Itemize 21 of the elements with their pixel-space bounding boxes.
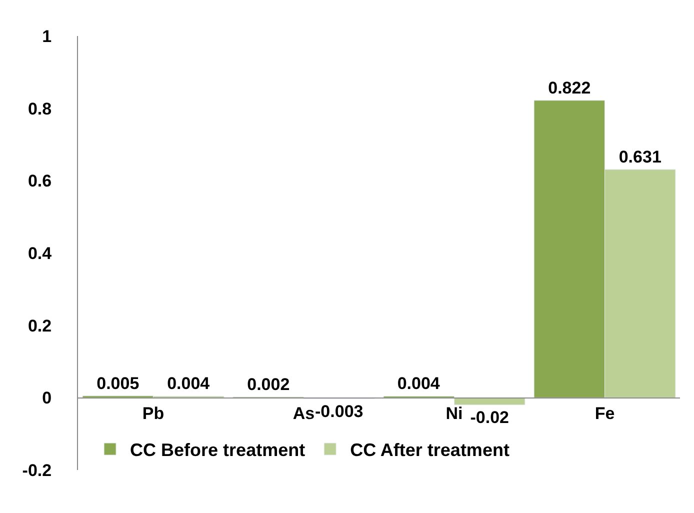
data-label: 0.004: [397, 374, 440, 394]
x-tick-label: Fe: [594, 404, 615, 424]
data-label: 0.004: [167, 374, 210, 394]
y-tick-label: -0.2: [22, 460, 52, 480]
data-label: -0.003: [315, 402, 364, 421]
data-label: 0.005: [96, 374, 140, 393]
x-tick-label: Ni: [446, 404, 463, 424]
y-tick-label: 0.8: [28, 99, 52, 118]
legend-label: CC Before treatment: [130, 440, 306, 460]
data-label: 0.002: [247, 374, 290, 394]
data-label: 0.822: [548, 78, 591, 98]
y-tick-label: 0: [42, 388, 52, 408]
legend-label: CC After treatment: [350, 440, 510, 460]
data-label: -0.02: [470, 408, 509, 427]
data-label: 0.631: [618, 147, 662, 166]
y-tick-label: 1: [42, 26, 52, 46]
y-tick-label: 0.6: [28, 172, 52, 191]
y-tick-label: 0.4: [28, 244, 52, 263]
x-tick-label: Pb: [142, 404, 164, 424]
y-tick-label: 0.2: [28, 316, 52, 336]
x-tick-label: As: [292, 404, 315, 424]
